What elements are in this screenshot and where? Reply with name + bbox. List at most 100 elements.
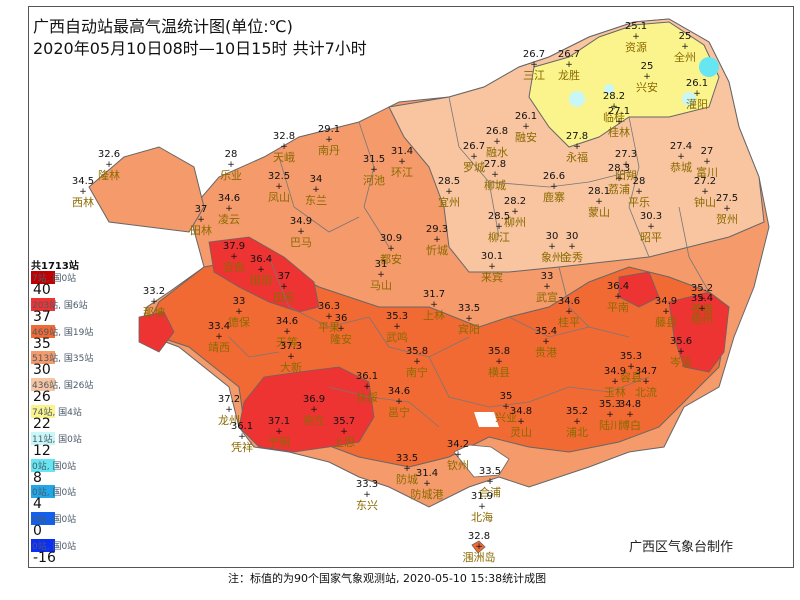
station-cross-icon: + bbox=[325, 135, 333, 145]
station-value: 25 bbox=[641, 61, 654, 72]
legend-swatch bbox=[31, 539, 55, 552]
legend-count: 469站, 国19站 bbox=[32, 327, 94, 338]
station-name: 恭城 bbox=[670, 161, 692, 174]
station-cross-icon: + bbox=[393, 322, 401, 332]
station-cross-icon: + bbox=[287, 352, 295, 362]
station-value: 32.5 bbox=[268, 171, 290, 182]
credit-text: 广西区气象台制作 bbox=[628, 540, 733, 555]
station-marker: 33.5+防城 bbox=[396, 453, 418, 486]
station-name: 防城 bbox=[396, 472, 418, 486]
station-value: 26.1 bbox=[686, 78, 708, 89]
station-marker: 27.8+柳城 bbox=[484, 159, 506, 192]
station-cross-icon: + bbox=[573, 142, 581, 152]
station-marker: 31.4+防城港 bbox=[411, 468, 444, 501]
station-cross-icon: + bbox=[662, 307, 670, 317]
station-marker: 32.8+天峨 bbox=[273, 131, 295, 164]
map-subtitle: 2020年05月10日08时—10日15时 共计7小时 bbox=[33, 39, 367, 58]
station-value: 30.1 bbox=[481, 251, 503, 262]
station-marker: 30.3+昭平 bbox=[640, 211, 662, 244]
station-marker: 35.3+容县 bbox=[620, 351, 642, 384]
station-marker: 33+武宣 bbox=[536, 271, 558, 304]
station-cross-icon: + bbox=[550, 182, 558, 192]
station-name: 玉林 bbox=[604, 385, 626, 399]
station-value: 34.2 bbox=[447, 439, 469, 450]
station-name: 三江 bbox=[523, 69, 545, 82]
station-name: 桂林 bbox=[608, 125, 630, 139]
station-name: 横县 bbox=[488, 365, 510, 379]
station-value: 35.2 bbox=[691, 283, 713, 294]
station-value: 32.8 bbox=[273, 131, 295, 142]
station-value: 30.9 bbox=[380, 233, 402, 244]
station-value: 34.9 bbox=[290, 216, 312, 227]
station-marker: 32.6+隆林 bbox=[98, 149, 120, 182]
station-value: 27.8 bbox=[566, 131, 588, 142]
station-value: 35.7 bbox=[333, 416, 355, 427]
legend-count: 513站, 国35站 bbox=[32, 354, 94, 365]
station-value: 37 bbox=[278, 271, 291, 282]
legend-threshold: -16 bbox=[33, 550, 56, 566]
station-marker: 34+东兰 bbox=[305, 174, 327, 207]
station-value: 31.4 bbox=[391, 146, 413, 157]
station-name: 兴安 bbox=[636, 80, 658, 94]
station-marker: 35.2+浦北 bbox=[566, 406, 588, 439]
legend-threshold: 22 bbox=[33, 416, 51, 432]
station-value: 37.1 bbox=[268, 416, 290, 427]
station-value: 30.3 bbox=[640, 211, 662, 222]
station-cross-icon: + bbox=[275, 182, 283, 192]
legend-count: 11站, 国0站 bbox=[32, 434, 82, 445]
station-cross-icon: + bbox=[465, 314, 473, 324]
station-cross-icon: + bbox=[681, 42, 689, 52]
legend-count: 74站, 国4站 bbox=[32, 408, 82, 418]
station-value: 35.4 bbox=[535, 326, 557, 337]
station-value: 34.6 bbox=[558, 296, 580, 307]
station-marker: 28+乐业 bbox=[220, 149, 242, 182]
station-value: 35.4 bbox=[691, 293, 713, 304]
station-cross-icon: + bbox=[337, 324, 345, 334]
station-name: 都安 bbox=[380, 252, 402, 266]
station-marker: 34.5+西林 bbox=[72, 176, 94, 209]
station-cross-icon: + bbox=[413, 357, 421, 367]
station-value: 29.3 bbox=[426, 224, 448, 235]
station-name: 融安 bbox=[515, 130, 537, 144]
station-value: 35.8 bbox=[488, 346, 510, 357]
station-value: 25 bbox=[679, 31, 692, 42]
station-name: 德保 bbox=[228, 315, 250, 329]
station-cross-icon: + bbox=[495, 222, 503, 232]
station-name: 上思 bbox=[333, 436, 355, 449]
station-cross-icon: + bbox=[235, 307, 243, 317]
station-name: 桂平 bbox=[558, 315, 580, 329]
station-value: 34.8 bbox=[619, 399, 641, 410]
station-marker: 26.7+三江 bbox=[523, 49, 545, 82]
station-marker: 34.9+玉林 bbox=[604, 366, 626, 399]
station-marker: 36.4+平南 bbox=[607, 281, 629, 314]
legend-swatch bbox=[31, 431, 55, 445]
station-name: 灌阳 bbox=[686, 98, 708, 111]
station-marker: 31.9+北海 bbox=[471, 491, 493, 524]
station-name: 天峨 bbox=[273, 151, 295, 164]
station-cross-icon: + bbox=[548, 242, 556, 252]
station-cross-icon: + bbox=[615, 174, 623, 184]
station-value: 33 bbox=[233, 296, 246, 307]
station-marker: 29.1+南丹 bbox=[318, 124, 340, 157]
station-name: 博白 bbox=[619, 418, 641, 432]
station-value: 28.5 bbox=[488, 211, 510, 222]
station-cross-icon: + bbox=[275, 427, 283, 437]
station-cross-icon: + bbox=[565, 307, 573, 317]
station-name: 宜州 bbox=[438, 195, 460, 209]
station-name: 贵港 bbox=[535, 346, 557, 359]
station-marker: 33+德保 bbox=[228, 296, 250, 329]
station-cross-icon: + bbox=[703, 157, 711, 167]
legend-threshold: 37 bbox=[33, 308, 51, 325]
station-value: 30 bbox=[546, 231, 559, 242]
station-value: 27.2 bbox=[694, 176, 716, 187]
station-name: 那坡 bbox=[143, 306, 165, 319]
station-value: 26.1 bbox=[515, 111, 537, 122]
legend-threshold: 30 bbox=[33, 362, 51, 379]
station-cross-icon: + bbox=[310, 405, 318, 415]
station-name: 武鸣 bbox=[386, 330, 408, 344]
station-value: 33.5 bbox=[458, 303, 480, 314]
station-value: 26.7 bbox=[463, 141, 485, 152]
station-cross-icon: + bbox=[325, 312, 333, 322]
station-value: 34.5 bbox=[72, 176, 94, 187]
